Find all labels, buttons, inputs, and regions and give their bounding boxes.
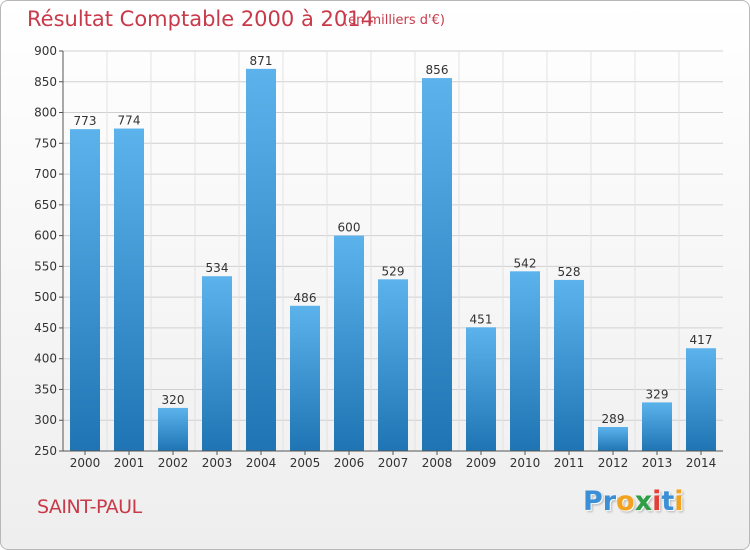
bar-2003 — [202, 276, 232, 451]
y-tick-label: 800 — [34, 106, 57, 120]
bar-2007 — [378, 279, 408, 451]
y-tick-label: 700 — [34, 167, 57, 181]
y-tick-label: 850 — [34, 75, 57, 89]
x-tick-label-2001: 2001 — [114, 456, 145, 470]
x-tick-label-2004: 2004 — [246, 456, 277, 470]
x-tick-label-2003: 2003 — [202, 456, 233, 470]
logo-letter: i — [674, 486, 684, 517]
y-tick-label: 650 — [34, 198, 57, 212]
logo-letter: i — [652, 486, 662, 517]
x-tick-label-2011: 2011 — [554, 456, 585, 470]
x-tick-label-2009: 2009 — [466, 456, 497, 470]
proxiti-logo[interactable]: Proxiti — [583, 486, 684, 517]
x-tick-label-2008: 2008 — [422, 456, 453, 470]
bar-2013 — [642, 402, 672, 451]
value-label-2014: 417 — [690, 333, 713, 347]
bar-2009 — [466, 327, 496, 451]
y-tick-label: 750 — [34, 136, 57, 150]
bar-2011 — [554, 279, 584, 451]
bar-2008 — [422, 78, 452, 452]
y-tick-label: 550 — [34, 259, 57, 273]
value-label-2013: 329 — [646, 387, 669, 401]
y-tick-label: 350 — [34, 382, 57, 396]
value-label-2003: 534 — [206, 261, 229, 275]
logo-letter: r — [602, 486, 617, 517]
value-label-2002: 320 — [162, 393, 185, 407]
x-tick-label-2007: 2007 — [378, 456, 409, 470]
logo-letter: t — [661, 486, 675, 517]
bar-2014 — [686, 348, 716, 451]
x-tick-label-2014: 2014 — [686, 456, 717, 470]
value-label-2009: 451 — [470, 312, 493, 326]
x-tick-label-2000: 2000 — [70, 456, 101, 470]
chart-subtitle: (en milliers d'€) — [343, 13, 445, 28]
y-tick-label: 300 — [34, 413, 57, 427]
value-label-2001: 774 — [118, 114, 141, 128]
value-label-2011: 528 — [558, 265, 581, 279]
logo-letter: P — [583, 486, 603, 517]
bar-2004 — [246, 68, 276, 451]
value-label-2007: 529 — [382, 264, 405, 278]
bar-2010 — [510, 271, 540, 451]
y-tick-label: 400 — [34, 352, 57, 366]
y-tick-label: 250 — [34, 444, 57, 458]
x-tick-label-2010: 2010 — [510, 456, 541, 470]
x-tick-label-2012: 2012 — [598, 456, 629, 470]
value-label-2005: 486 — [294, 291, 317, 305]
bar-2012 — [598, 427, 628, 451]
bar-2000 — [70, 129, 100, 451]
bar-2001 — [114, 128, 144, 451]
value-label-2000: 773 — [74, 114, 97, 128]
commune-name: SAINT-PAUL — [37, 496, 142, 518]
axes: 250 300 350 400 450 500 550 600 650 700 750 800 850 9… — [34, 44, 723, 470]
x-tick-label-2005: 2005 — [290, 456, 321, 470]
bar-2006 — [334, 235, 364, 451]
y-tick-label: 600 — [34, 229, 57, 243]
x-tick-label-2013: 2013 — [642, 456, 673, 470]
bars: 773 774 320 534 871 486 600 529 856 451 542 528 289 3… — [70, 54, 716, 452]
x-tick-label-2006: 2006 — [334, 456, 365, 470]
value-label-2010: 542 — [514, 256, 537, 270]
y-tick-label: 500 — [34, 290, 57, 304]
y-tick-label: 900 — [34, 44, 57, 58]
chart-title: Résultat Comptable 2000 à 2014 — [27, 7, 374, 31]
y-tick-label: 450 — [34, 321, 57, 335]
value-label-2012: 289 — [602, 412, 625, 426]
value-label-2008: 856 — [426, 63, 449, 77]
logo-letter: o — [616, 486, 635, 517]
value-label-2004: 871 — [250, 54, 273, 68]
bar-2002 — [158, 407, 188, 451]
bar-2005 — [290, 305, 320, 451]
value-label-2006: 600 — [338, 221, 361, 235]
logo-letter: x — [634, 486, 653, 517]
x-tick-label-2002: 2002 — [158, 456, 189, 470]
